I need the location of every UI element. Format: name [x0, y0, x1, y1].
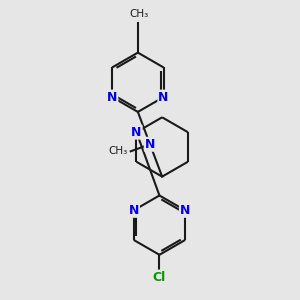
- Text: N: N: [107, 91, 117, 103]
- Text: CH₃: CH₃: [129, 9, 148, 19]
- Text: N: N: [129, 204, 139, 217]
- Text: CH₃: CH₃: [109, 146, 128, 156]
- Text: N: N: [158, 91, 169, 103]
- Text: Cl: Cl: [153, 271, 166, 284]
- Text: N: N: [145, 138, 155, 151]
- Text: N: N: [131, 126, 142, 139]
- Text: N: N: [180, 204, 190, 217]
